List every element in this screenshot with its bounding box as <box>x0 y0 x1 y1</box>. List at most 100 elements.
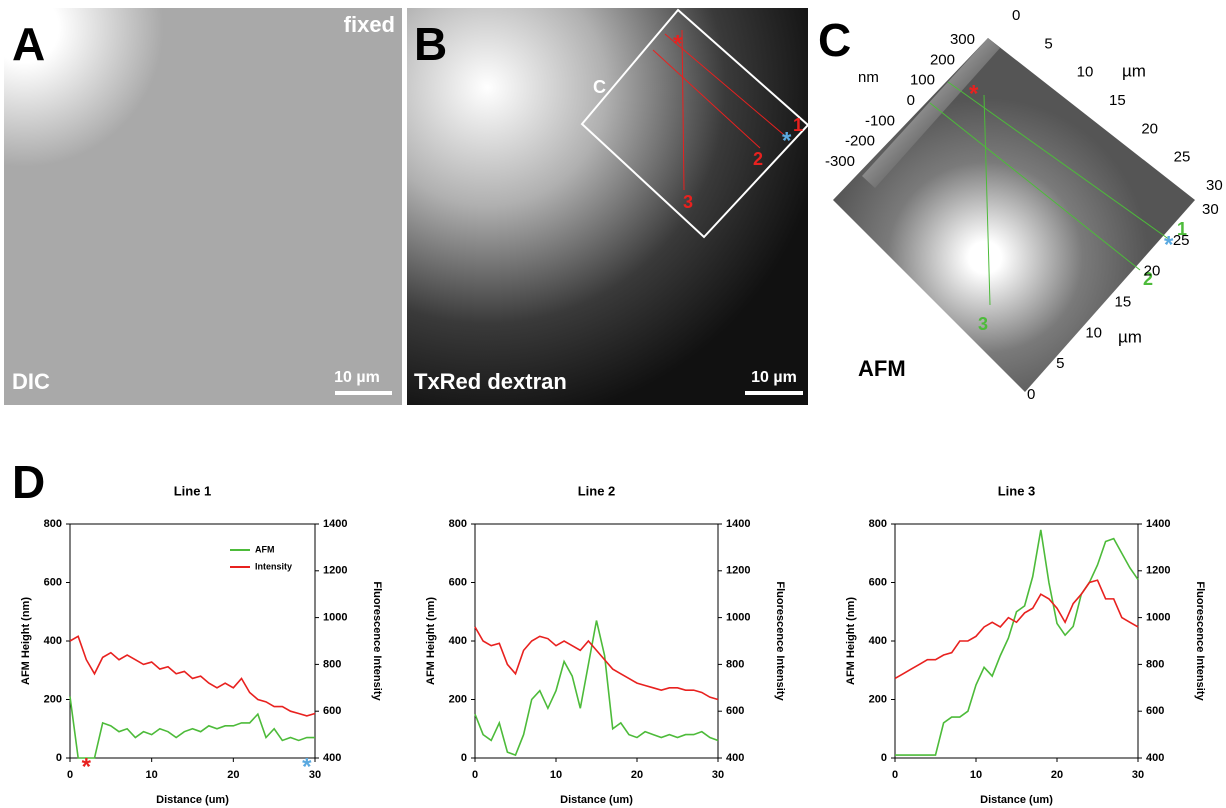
axis-tick-label: 0 <box>1027 386 1035 403</box>
y2-tick-label: 400 <box>726 752 744 764</box>
y2-tick-label: 1200 <box>726 565 750 577</box>
x-axis-label: Distance (um) <box>980 794 1053 806</box>
x-tick-label: 0 <box>67 769 73 781</box>
data-line <box>895 580 1138 678</box>
chart-title: Line 3 <box>998 483 1036 498</box>
roi-label: C <box>593 77 606 97</box>
y2-tick-label: 1000 <box>323 612 347 624</box>
y-tick-label: 0 <box>461 752 467 764</box>
axis-tick-label: 0 <box>1012 7 1020 24</box>
image-label: TxRed dextran <box>414 369 567 394</box>
data-line <box>895 530 1138 755</box>
y-tick-label: 400 <box>869 635 887 647</box>
y-tick-label: 0 <box>881 752 887 764</box>
y-axis-label: AFM Height (nm) <box>20 597 32 685</box>
colorbar-tick-label: 0 <box>907 92 915 109</box>
y2-tick-label: 600 <box>323 705 341 717</box>
y2-tick-label: 1000 <box>726 612 750 624</box>
axis-tick-label: 30 <box>1206 177 1223 194</box>
colorbar-tick-label: 300 <box>950 31 975 48</box>
start-marker: * <box>969 80 979 107</box>
axis-tick-label: 20 <box>1144 263 1161 280</box>
line-label: 1 <box>793 115 803 135</box>
y2-tick-label: 400 <box>323 752 341 764</box>
dic-image <box>4 8 402 405</box>
y2-tick-label: 800 <box>726 658 744 670</box>
line-label: 2 <box>753 149 763 169</box>
image-label: fixed <box>344 12 395 37</box>
x-tick-label: 10 <box>146 769 158 781</box>
colorbar-tick-label: 200 <box>930 51 955 68</box>
x-tick-label: 0 <box>472 769 478 781</box>
y-tick-label: 400 <box>44 635 62 647</box>
data-line <box>70 636 315 716</box>
axis-marker: * <box>82 753 92 780</box>
axis-marker: * <box>302 753 312 780</box>
data-line <box>475 621 718 756</box>
y-tick-label: 0 <box>56 752 62 764</box>
axis-tick-label: 20 <box>1141 120 1158 137</box>
axis-unit: µm <box>1122 61 1146 80</box>
x-tick-label: 10 <box>970 769 982 781</box>
legend-label: Intensity <box>255 561 292 571</box>
data-line <box>475 627 718 700</box>
x-tick-label: 30 <box>712 769 724 781</box>
y-tick-label: 800 <box>449 518 467 530</box>
line-label: 3 <box>683 192 693 212</box>
y-tick-label: 200 <box>449 693 467 705</box>
y2-axis-label: Fluorescence Intensity <box>1194 581 1206 701</box>
figure: A fixed DIC 10 µm B C 1 2 3 * * TxRed de… <box>0 0 1226 808</box>
x-axis-label: Distance (um) <box>560 794 633 806</box>
end-marker: * <box>782 127 792 154</box>
start-marker: * <box>673 30 683 57</box>
y2-tick-label: 1200 <box>323 565 347 577</box>
y-axis-label: AFM Height (nm) <box>845 597 857 685</box>
fluorescence-image <box>407 8 808 405</box>
axis-tick-label: 10 <box>1085 324 1102 341</box>
x-axis-label: Distance (um) <box>156 794 229 806</box>
y-tick-label: 200 <box>869 693 887 705</box>
line-label: 3 <box>978 314 988 334</box>
axis-tick-label: 15 <box>1115 293 1132 310</box>
panel-label: B <box>414 18 447 70</box>
y-tick-label: 800 <box>869 518 887 530</box>
y2-tick-label: 1200 <box>1146 565 1170 577</box>
plot-frame <box>895 524 1138 758</box>
y-tick-label: 200 <box>44 693 62 705</box>
axis-tick-label: 10 <box>1077 64 1094 81</box>
y2-tick-label: 600 <box>726 705 744 717</box>
axis-tick-label: 15 <box>1109 92 1126 109</box>
y2-tick-label: 600 <box>1146 705 1164 717</box>
axis-tick-label: 30 <box>1202 201 1219 218</box>
y-tick-label: 600 <box>449 576 467 588</box>
y-axis-label: AFM Height (nm) <box>425 597 437 685</box>
image-label: DIC <box>12 369 50 394</box>
scale-label: 10 µm <box>334 369 380 386</box>
x-tick-label: 0 <box>892 769 898 781</box>
axis-unit: µm <box>1118 327 1142 346</box>
y-tick-label: 800 <box>44 518 62 530</box>
y2-tick-label: 800 <box>1146 658 1164 670</box>
y2-tick-label: 800 <box>323 658 341 670</box>
y2-axis-label: Fluorescence Intensity <box>371 581 383 701</box>
y2-axis-label: Fluorescence Intensity <box>774 581 786 701</box>
x-tick-label: 20 <box>1051 769 1063 781</box>
panel-label: A <box>12 18 45 70</box>
image-label: AFM <box>858 356 906 381</box>
chart-title: Line 2 <box>578 483 616 498</box>
y2-tick-label: 1000 <box>1146 612 1170 624</box>
y-tick-label: 400 <box>449 635 467 647</box>
plot-frame <box>70 524 315 758</box>
y2-tick-label: 1400 <box>1146 518 1170 530</box>
y2-tick-label: 400 <box>1146 752 1164 764</box>
y2-tick-label: 1400 <box>726 518 750 530</box>
x-tick-label: 10 <box>550 769 562 781</box>
axis-tick-label: 25 <box>1174 149 1191 166</box>
y-tick-label: 600 <box>44 576 62 588</box>
y2-tick-label: 1400 <box>323 518 347 530</box>
colorbar-tick-label: -200 <box>845 133 875 150</box>
x-tick-label: 20 <box>631 769 643 781</box>
plot-frame <box>475 524 718 758</box>
colorbar-tick-label: -300 <box>825 153 855 170</box>
axis-tick-label: 5 <box>1056 355 1064 372</box>
